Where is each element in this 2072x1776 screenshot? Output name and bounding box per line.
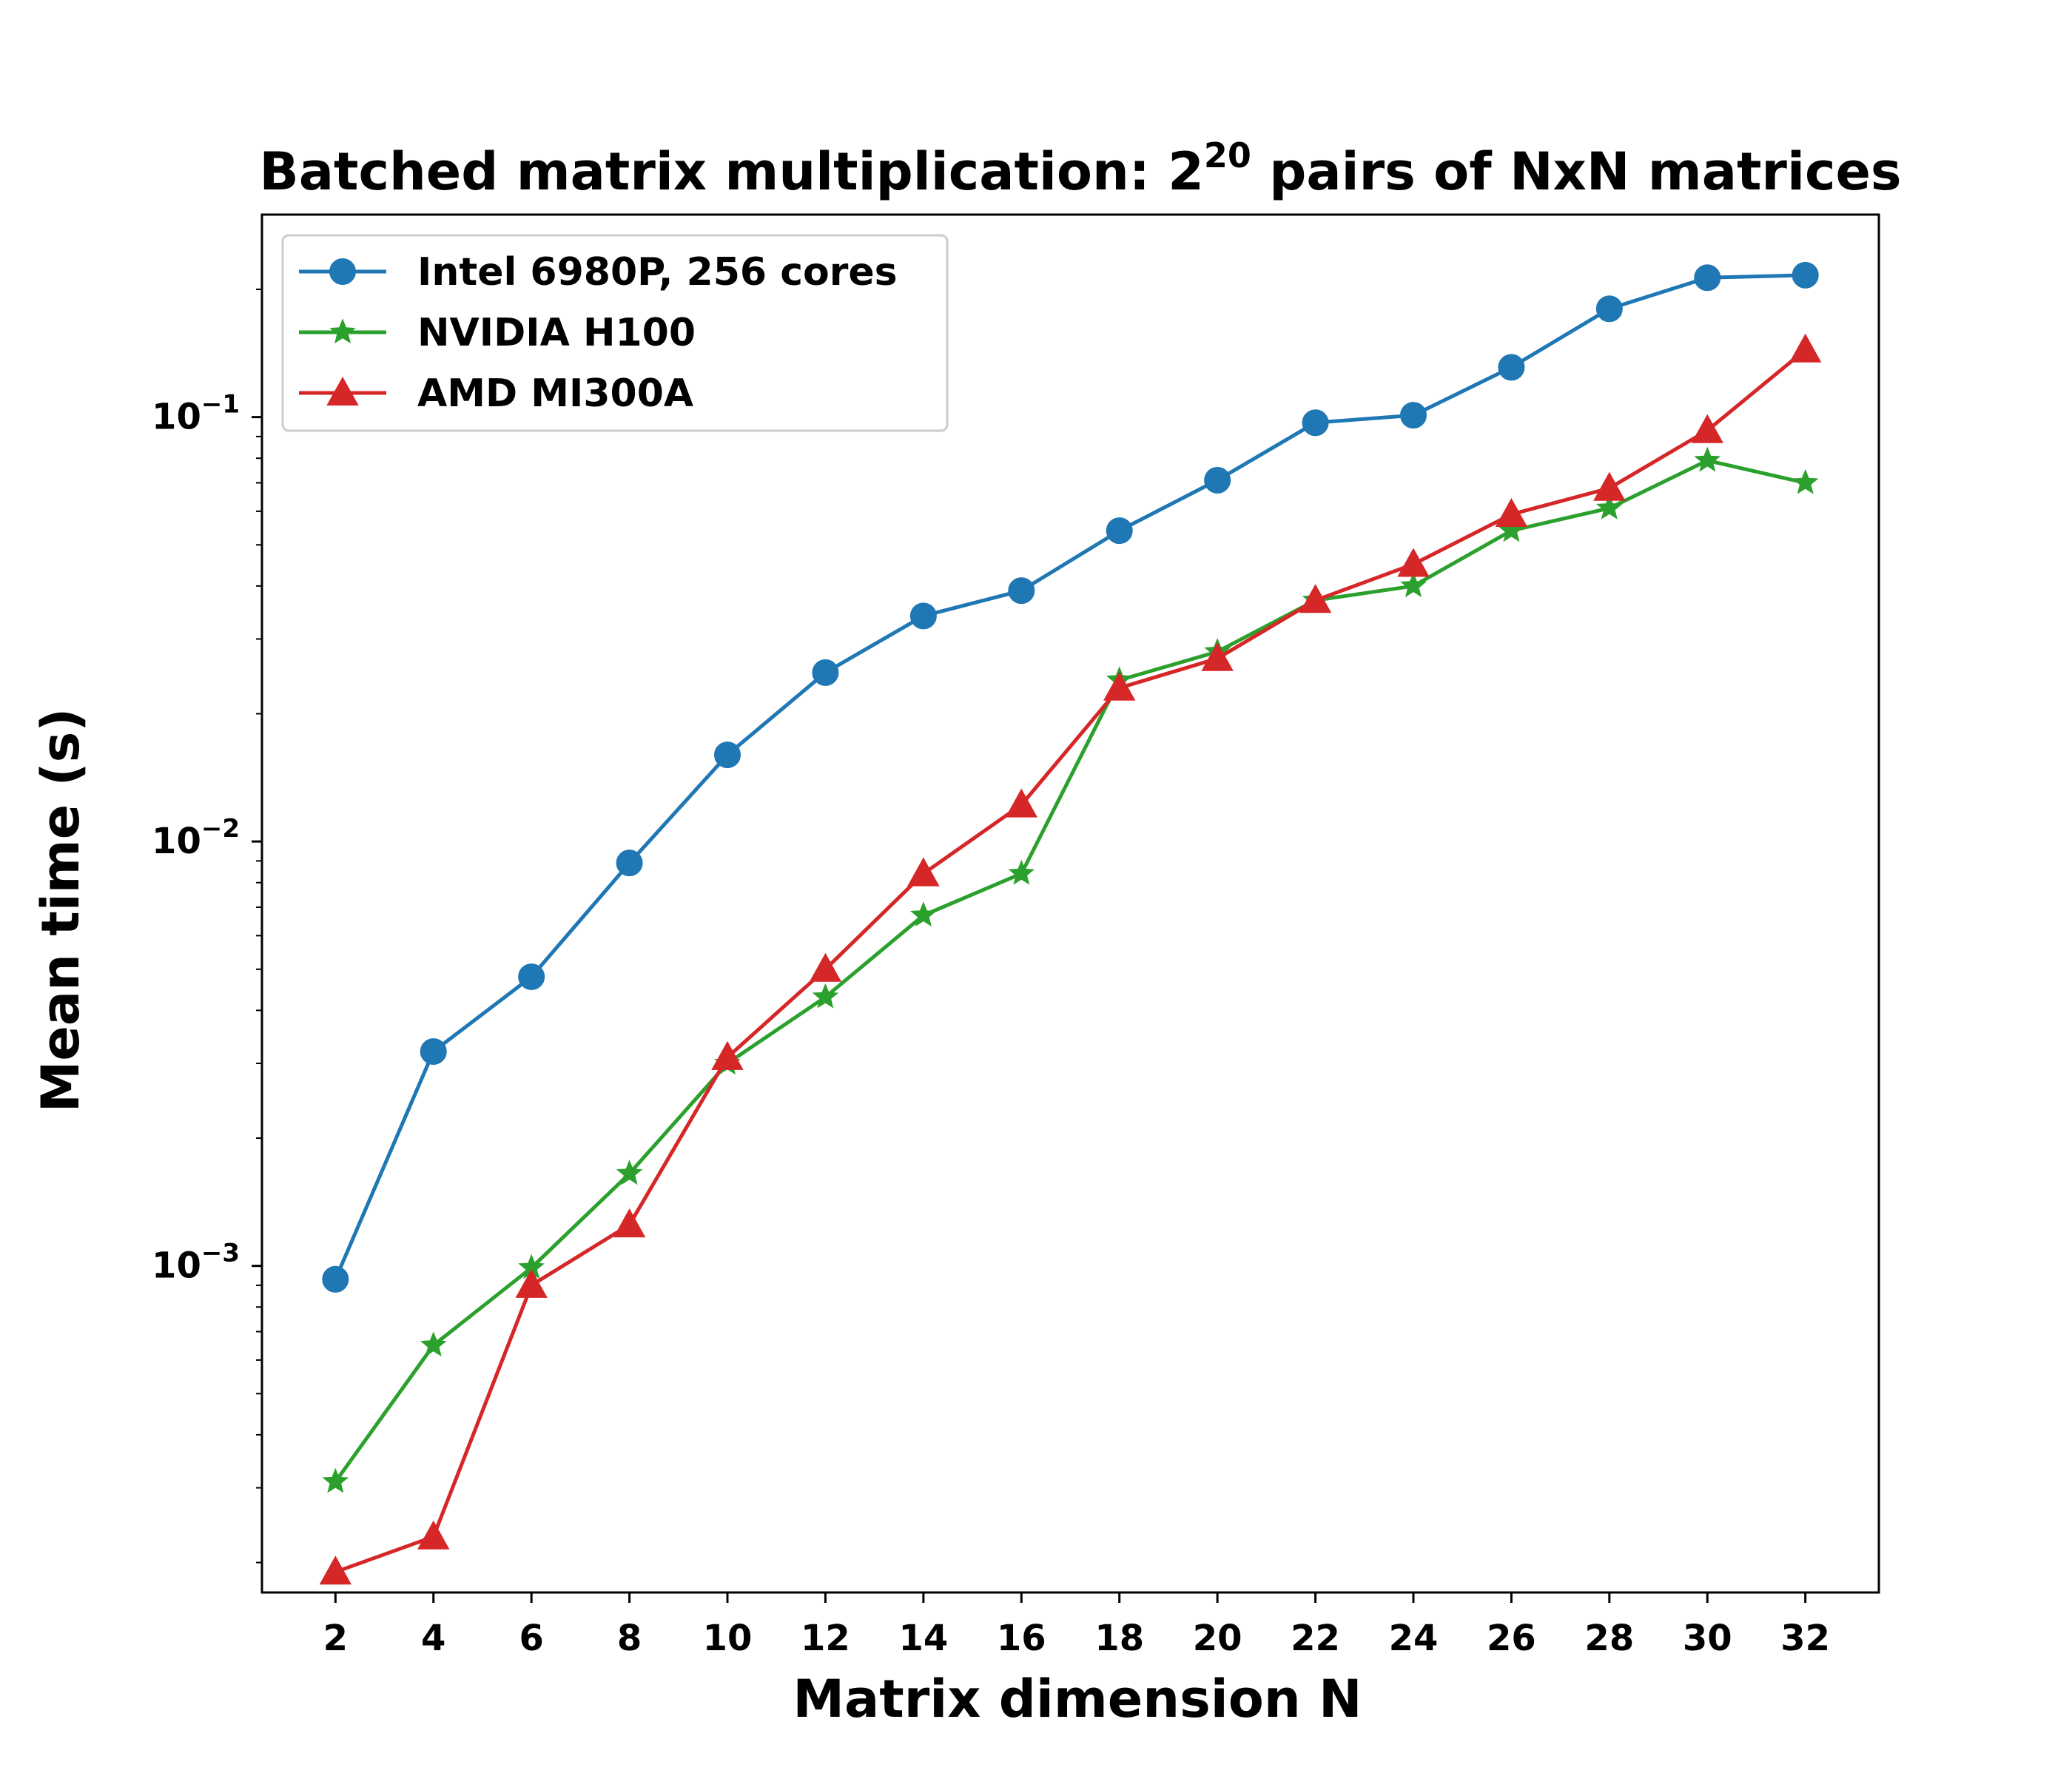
data-point: [1593, 471, 1626, 501]
data-point: [809, 952, 842, 982]
data-point: [812, 983, 839, 1009]
y-tick-base: 10: [152, 1245, 201, 1287]
series-line: [334, 348, 1807, 1574]
x-tick-label: 8: [617, 1618, 642, 1659]
x-tick-label: 18: [1094, 1618, 1144, 1659]
data-point: [319, 1555, 352, 1585]
series-circle: [322, 261, 1819, 1293]
y-tick-label: 10−3: [152, 1239, 240, 1287]
data-point: [1789, 333, 1822, 363]
y-tick-exponent: −2: [201, 814, 240, 844]
legend-label: Intel 6980P, 256 cores: [417, 250, 898, 295]
data-point: [1397, 548, 1430, 577]
legend-item: AMD MI300A: [299, 371, 693, 416]
x-tick-label: 14: [898, 1618, 948, 1659]
data-point: [322, 1265, 349, 1293]
data-point: [1204, 466, 1231, 494]
data-point: [616, 850, 643, 877]
legend-swatch-marker: [329, 318, 356, 344]
data-point: [907, 857, 940, 887]
legend-swatch-marker: [329, 258, 356, 285]
y-axis-ticks: 10−310−210−1: [152, 288, 262, 1564]
x-axis-ticks: 2 4 6 8 10 12 14 16 18 20 22 24 26 28 30 32: [323, 1592, 1830, 1659]
plot-series: [319, 261, 1822, 1585]
legend-label: AMD MI300A: [417, 371, 693, 416]
data-point: [1106, 517, 1133, 545]
x-tick-label: 16: [997, 1618, 1046, 1659]
plot-frame: [260, 213, 1880, 1594]
data-point: [1008, 577, 1035, 605]
data-point: [1495, 497, 1528, 528]
y-tick-exponent: −3: [201, 1239, 240, 1268]
data-point: [1299, 584, 1332, 613]
x-tick-label: 22: [1291, 1618, 1340, 1659]
data-point: [1691, 414, 1723, 443]
data-point: [1302, 409, 1329, 437]
data-point: [616, 1160, 643, 1185]
data-point: [322, 1467, 349, 1493]
chart-title-exponent: 20: [1204, 135, 1251, 175]
data-point: [515, 1268, 548, 1298]
data-point: [1005, 788, 1037, 818]
series-line: [334, 273, 1806, 1280]
x-tick-label: 30: [1683, 1618, 1732, 1659]
data-point: [1399, 402, 1427, 429]
data-point: [910, 901, 937, 926]
legend: Intel 6980P, 256 cores NVIDIA H100 AMD MI3…: [281, 234, 949, 432]
data-point: [613, 1208, 646, 1238]
data-point: [1201, 642, 1234, 671]
chart-title: Batched matrix multiplication: 220 pairs…: [259, 135, 1901, 202]
data-point: [518, 963, 545, 990]
x-axis-label: Matrix dimension N: [793, 1669, 1362, 1729]
x-tick-label: 6: [519, 1618, 543, 1659]
y-tick-label: 10−1: [152, 390, 240, 438]
y-tick-label: 10−2: [152, 814, 240, 862]
series-star: [322, 446, 1819, 1493]
chart-title-suffix: pairs of NxN matrices: [1251, 141, 1902, 202]
chart-title-main: Batched matrix multiplication: 2: [259, 141, 1204, 202]
x-tick-label: 2: [323, 1618, 348, 1659]
data-point: [1792, 261, 1819, 289]
legend-item: NVIDIA H100: [299, 311, 696, 355]
series-line: [334, 458, 1806, 1483]
y-tick-exponent: −1: [201, 390, 240, 420]
x-tick-label: 26: [1487, 1618, 1536, 1659]
x-tick-label: 10: [703, 1618, 753, 1659]
legend-items: Intel 6980P, 256 cores NVIDIA H100 AMD MI3…: [299, 250, 898, 416]
data-point: [1792, 468, 1819, 494]
data-point: [1008, 859, 1035, 885]
y-tick-base: 10: [152, 821, 201, 862]
legend-item: Intel 6980P, 256 cores: [299, 250, 898, 295]
data-point: [1400, 572, 1427, 597]
data-point: [711, 1040, 744, 1070]
data-point: [909, 602, 937, 630]
x-tick-label: 4: [421, 1618, 445, 1659]
x-tick-label: 20: [1193, 1618, 1242, 1659]
data-point: [1596, 494, 1623, 519]
legend-swatch-marker: [326, 376, 359, 406]
series-triangle: [319, 333, 1822, 1585]
legend-box: [281, 234, 949, 432]
data-point: [420, 1331, 447, 1357]
data-point: [417, 1520, 450, 1550]
data-point: [1694, 264, 1721, 292]
x-tick-label: 24: [1389, 1618, 1439, 1659]
data-point: [1694, 446, 1721, 472]
data-point: [1103, 671, 1136, 701]
x-tick-label: 12: [801, 1618, 850, 1659]
y-axis-label: Mean time (s): [30, 708, 91, 1112]
data-point: [420, 1037, 447, 1065]
data-point: [812, 659, 839, 686]
data-point: [714, 741, 741, 769]
legend-label: NVIDIA H100: [417, 311, 696, 355]
y-tick-base: 10: [152, 397, 201, 438]
data-point: [1595, 295, 1623, 323]
data-point: [1498, 354, 1525, 381]
x-tick-label: 28: [1584, 1618, 1634, 1659]
x-tick-label: 32: [1780, 1618, 1830, 1659]
